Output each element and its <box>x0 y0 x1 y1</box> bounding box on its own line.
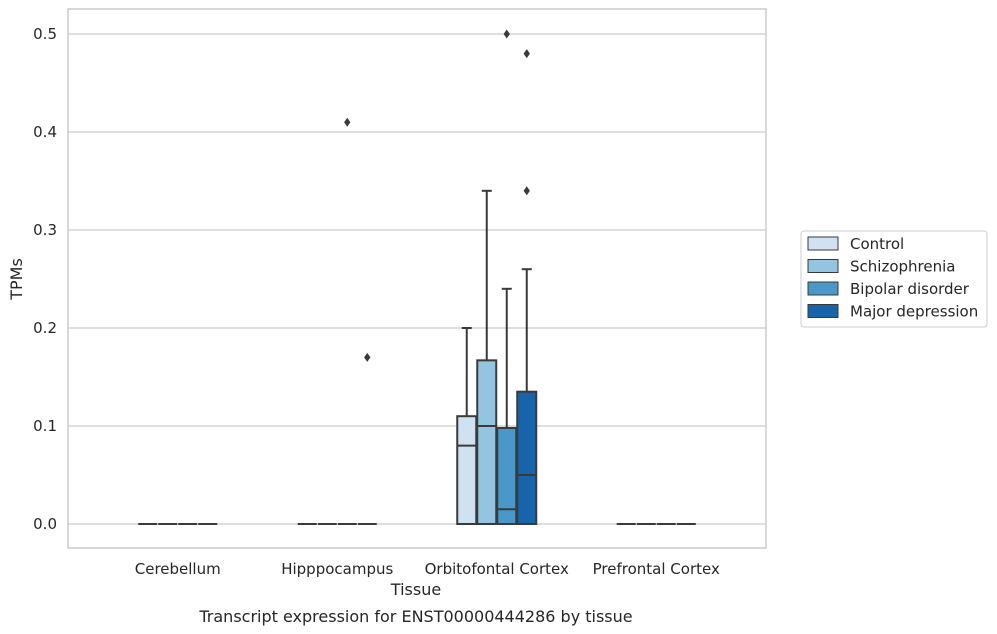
box <box>456 415 478 526</box>
outlier-point <box>364 352 371 362</box>
x-tick-label: Prefrontal Cortex <box>593 560 720 578</box>
box-group <box>476 189 498 525</box>
plot-frame <box>67 8 767 549</box>
y-tick-label: 0.5 <box>33 25 57 43</box>
x-tick-label: Hipppocampus <box>281 560 393 578</box>
box-group <box>496 29 518 525</box>
box <box>476 359 498 525</box>
y-tick-label: 0.4 <box>33 123 57 141</box>
y-tick-label: 0.2 <box>33 319 57 337</box>
legend: Control Schizophrenia Bipolar disorder Majo… <box>800 230 988 328</box>
legend-label: Bipolar disorder <box>850 280 970 298</box>
outlier-point <box>503 29 510 39</box>
x-tick-label: Orbitofontal Cortex <box>425 560 569 578</box>
box-group <box>337 117 357 525</box>
box <box>516 390 538 526</box>
legend-swatch <box>807 304 839 318</box>
outlier-point <box>523 186 530 196</box>
legend-box <box>800 230 988 328</box>
box-group <box>357 352 377 525</box>
chart-caption: Transcript expression for ENST0000044428… <box>198 607 632 626</box>
y-tick-label: 0.3 <box>33 221 57 239</box>
x-tick-label: Cerebellum <box>135 560 221 578</box>
x-axis-label: Tissue <box>390 580 441 599</box>
marks-layer <box>138 29 696 526</box>
y-tick-label: 0.0 <box>33 515 57 533</box>
y-axis-label: TPMs <box>7 258 26 301</box>
outlier-point <box>344 117 351 127</box>
box-group <box>516 49 538 526</box>
legend-swatch <box>807 259 839 273</box>
legend-label: Major depression <box>850 303 978 321</box>
legend-items: Control Schizophrenia Bipolar disorder Majo… <box>807 235 978 321</box>
y-tick-labels: 0.0 0.1 0.2 0.3 0.4 0.5 <box>33 25 57 533</box>
legend-label: Schizophrenia <box>850 258 955 276</box>
legend-swatch <box>807 281 839 296</box>
x-tick-labels: Cerebellum Hipppocampus Orbitofontal Corte… <box>135 560 720 578</box>
outlier-point <box>523 49 530 59</box>
y-tick-label: 0.1 <box>33 417 57 435</box>
legend-label: Control <box>850 235 904 253</box>
legend-swatch <box>807 236 839 251</box>
grid-layer <box>68 33 766 525</box>
box-group <box>456 327 478 526</box>
